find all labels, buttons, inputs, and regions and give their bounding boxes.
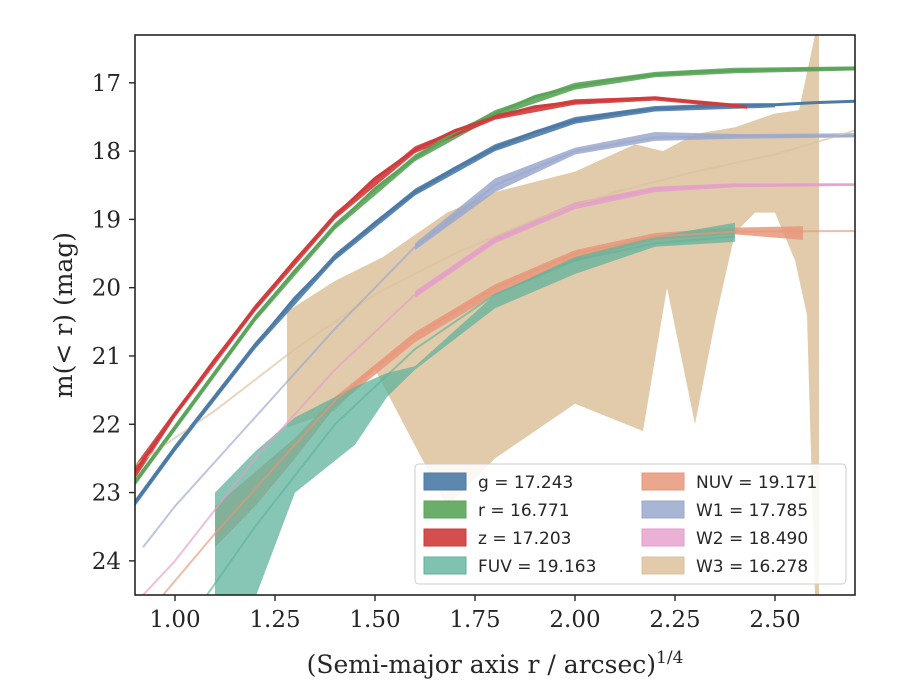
legend-swatch-nuv — [641, 472, 685, 491]
x-tick-label: 2.50 — [749, 607, 800, 633]
x-axis-ticks: 1.00 1.25 1.50 1.75 2.00 2.25 2.50 — [149, 595, 801, 633]
y-tick-label: 20 — [92, 276, 121, 302]
legend-label-g: g = 17.243 — [478, 473, 573, 493]
y-axis-label: m(< r) (mag) — [49, 232, 78, 398]
legend: g = 17.243 r = 16.771 z = 17.203 FUV = 19.1… — [414, 463, 847, 585]
legend-swatch-z — [423, 528, 467, 547]
y-tick-label: 18 — [92, 139, 121, 165]
legend-swatch-g — [423, 472, 467, 491]
legend-label-nuv: NUV = 19.171 — [696, 473, 817, 493]
band-fuv — [215, 222, 735, 595]
y-tick-label: 21 — [92, 344, 121, 370]
plot-frame — [134, 34, 856, 596]
series-curves — [135, 67, 855, 595]
curve-w2 — [142, 183, 855, 595]
legend-label-z: z = 17.203 — [478, 529, 571, 549]
legend-label-w1: W1 = 17.785 — [696, 501, 808, 521]
x-tick-label: 1.25 — [249, 607, 300, 633]
legend-swatch-fuv — [423, 556, 467, 575]
legend-swatch-r — [423, 500, 467, 519]
curve-nuv — [162, 230, 855, 595]
x-tick-label: 1.75 — [449, 607, 500, 633]
series-bands — [135, 35, 855, 595]
y-tick-label: 22 — [92, 412, 121, 438]
curve-r — [135, 67, 855, 484]
curve-z — [135, 96, 748, 473]
y-tick-label: 19 — [92, 207, 121, 233]
band-w3 — [287, 35, 819, 595]
legend-label-w3: W3 = 16.278 — [696, 557, 808, 577]
legend-swatch-w2 — [641, 528, 685, 547]
y-tick-label: 24 — [92, 549, 121, 575]
x-tick-label: 2.00 — [549, 607, 600, 633]
curve-fuv — [206, 235, 736, 595]
curve-w1 — [142, 135, 855, 548]
y-tick-label: 17 — [92, 71, 121, 97]
y-tick-label: 23 — [92, 481, 121, 507]
legend-swatch-w1 — [641, 500, 685, 519]
x-axis-label: (Semi-major axis r / arcsec)1/4 — [307, 648, 684, 679]
x-tick-label: 2.25 — [649, 607, 700, 633]
legend-frame — [414, 463, 847, 585]
legend-label-r: r = 16.771 — [478, 501, 570, 521]
x-tick-label: 1.00 — [149, 607, 200, 633]
legend-label-fuv: FUV = 19.163 — [478, 557, 596, 577]
legend-label-w2: W2 = 18.490 — [696, 529, 808, 549]
x-axis-label-exponent: 1/4 — [656, 648, 683, 668]
legend-swatch-w3 — [641, 556, 685, 575]
x-axis-label-main: (Semi-major axis r / arcsec) — [307, 650, 656, 679]
curve-w3 — [135, 129, 855, 467]
y-axis-ticks: 17 18 19 20 21 22 23 24 — [92, 71, 135, 575]
x-tick-label: 1.50 — [349, 607, 400, 633]
